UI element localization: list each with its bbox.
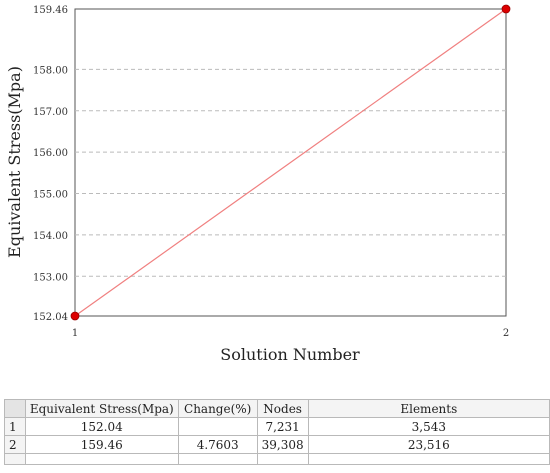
row-number: 1 [4, 417, 26, 436]
cell-empty [307, 453, 550, 465]
stress-chart: 152.04 153.00 154.00 155.00 156.00 157.00 158.… [5, 4, 511, 364]
row-number-empty [4, 453, 26, 465]
table-row[interactable]: 2 159.46 4.7603 39,308 23,516 [4, 435, 550, 454]
header-nodes[interactable]: Nodes [256, 399, 309, 418]
cell-empty [177, 453, 258, 465]
y-axis-title: Equivalent Stress(Mpa) [5, 66, 24, 258]
header-elements[interactable]: Elements [307, 399, 550, 418]
cell-change [177, 417, 258, 436]
y-tick-labels: 152.04 153.00 154.00 155.00 156.00 157.00 158.… [33, 5, 68, 323]
y-tick-label: 156.00 [33, 148, 68, 159]
y-tick-label: 155.00 [33, 190, 68, 201]
cell-stress: 159.46 [24, 435, 179, 454]
cell-stress: 152.04 [24, 417, 179, 436]
y-tick-label: 157.00 [33, 107, 68, 118]
y-tick-label: 152.04 [33, 312, 68, 323]
grid-lines [75, 68, 506, 277]
row-number: 2 [4, 435, 26, 454]
y-tick-label: 158.00 [33, 65, 68, 76]
data-point[interactable] [70, 311, 80, 321]
cell-nodes: 39,308 [256, 435, 309, 454]
y-tick-label: 153.00 [33, 272, 68, 283]
header-change[interactable]: Change(%) [177, 399, 258, 418]
table-header-row: Equivalent Stress(Mpa) Change(%) Nodes E… [4, 399, 550, 418]
data-point[interactable] [501, 4, 511, 14]
table-row-empty [4, 453, 550, 465]
series-layer [70, 4, 511, 321]
y-tick-label: 159.46 [33, 5, 68, 16]
x-tick-label: 1 [72, 328, 78, 339]
header-equivalent-stress[interactable]: Equivalent Stress(Mpa) [24, 399, 179, 418]
y-tick-label: 154.00 [33, 231, 68, 242]
cell-change: 4.7603 [177, 435, 258, 454]
cell-empty [256, 453, 309, 465]
cell-empty [24, 453, 179, 465]
table-row[interactable]: 1 152.04 7,231 3,543 [4, 417, 550, 436]
results-table: Equivalent Stress(Mpa) Change(%) Nodes E… [4, 399, 550, 465]
cell-elements: 3,543 [307, 417, 550, 436]
table-corner-cell [4, 399, 26, 418]
series-line [74, 8, 507, 317]
x-axis-title: Solution Number [220, 345, 360, 364]
x-tick-label: 2 [503, 328, 509, 339]
cell-elements: 23,516 [307, 435, 550, 454]
cell-nodes: 7,231 [256, 417, 309, 436]
